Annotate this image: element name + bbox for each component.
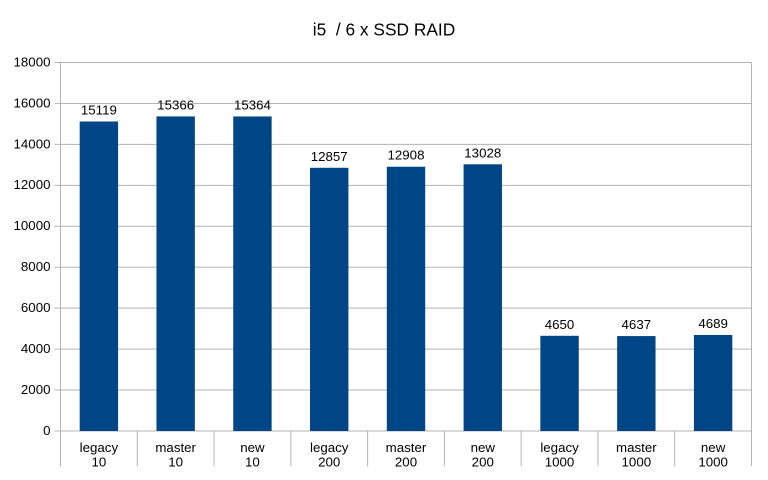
svg-text:16000: 16000 [14, 95, 51, 110]
svg-text:10: 10 [245, 455, 260, 470]
svg-text:14000: 14000 [14, 136, 51, 151]
svg-text:new: new [701, 440, 726, 455]
svg-text:10000: 10000 [14, 218, 51, 233]
svg-text:15366: 15366 [157, 97, 194, 112]
svg-text:1000: 1000 [622, 455, 652, 470]
svg-text:0: 0 [43, 423, 50, 438]
svg-text:6000: 6000 [21, 300, 51, 315]
svg-text:master: master [616, 440, 657, 455]
svg-text:i5 / 6 x SSD RAID: i5 / 6 x SSD RAID [313, 20, 456, 40]
svg-text:legacy: legacy [540, 440, 579, 455]
svg-text:200: 200 [472, 455, 494, 470]
svg-text:8000: 8000 [21, 259, 51, 274]
svg-text:4637: 4637 [622, 317, 652, 332]
svg-text:13028: 13028 [464, 145, 501, 160]
svg-text:200: 200 [395, 455, 417, 470]
svg-text:200: 200 [318, 455, 340, 470]
svg-text:15119: 15119 [81, 102, 117, 117]
svg-text:12000: 12000 [14, 177, 51, 192]
svg-text:4650: 4650 [545, 317, 575, 332]
svg-text:10: 10 [91, 455, 106, 470]
svg-text:legacy: legacy [80, 440, 119, 455]
svg-text:2000: 2000 [21, 382, 51, 397]
svg-text:master: master [386, 440, 427, 455]
svg-text:10: 10 [168, 455, 183, 470]
svg-text:master: master [155, 440, 196, 455]
svg-text:1000: 1000 [698, 455, 728, 470]
svg-text:4689: 4689 [698, 316, 728, 331]
svg-text:new: new [240, 440, 265, 455]
svg-text:legacy: legacy [310, 440, 349, 455]
svg-text:12857: 12857 [311, 149, 348, 164]
svg-text:12908: 12908 [388, 148, 425, 163]
svg-text:4000: 4000 [21, 341, 51, 356]
svg-text:1000: 1000 [545, 455, 575, 470]
svg-text:18000: 18000 [14, 54, 51, 69]
svg-text:15364: 15364 [234, 97, 271, 112]
svg-text:new: new [471, 440, 496, 455]
